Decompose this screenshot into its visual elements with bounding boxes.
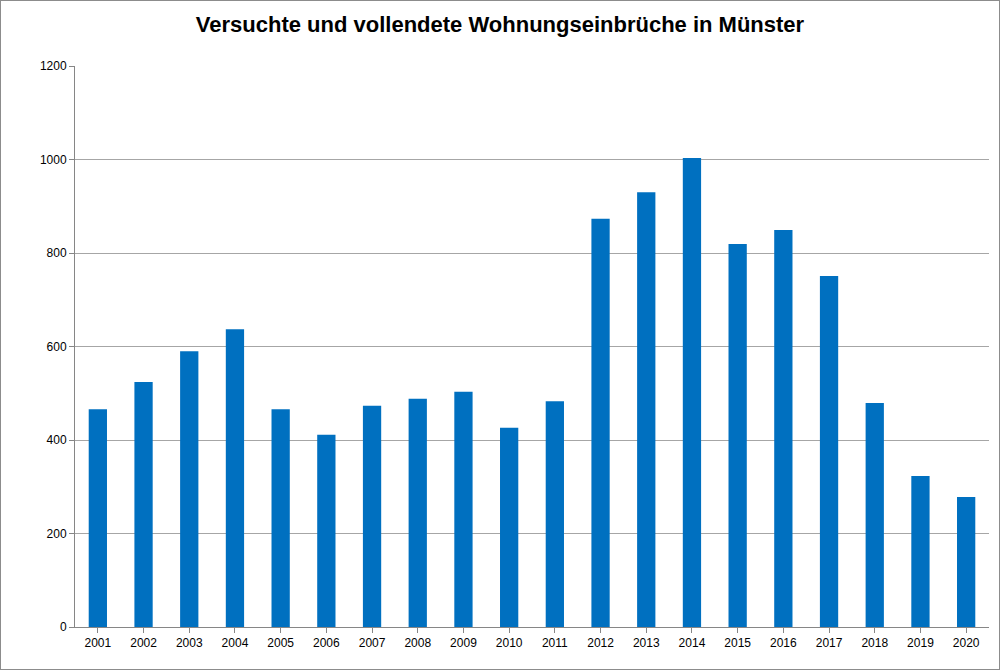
svg-text:2016: 2016: [770, 636, 797, 650]
svg-text:2012: 2012: [587, 636, 614, 650]
svg-text:800: 800: [47, 246, 67, 260]
svg-text:Versuchte und vollendete Wohnu: Versuchte und vollendete Wohnungseinbrüc…: [196, 12, 805, 37]
svg-text:400: 400: [47, 433, 67, 447]
svg-text:2018: 2018: [861, 636, 888, 650]
svg-text:2013: 2013: [633, 636, 660, 650]
svg-text:2005: 2005: [267, 636, 294, 650]
svg-text:2009: 2009: [450, 636, 477, 650]
svg-text:1000: 1000: [40, 153, 67, 167]
svg-text:600: 600: [47, 340, 67, 354]
svg-text:2014: 2014: [679, 636, 706, 650]
svg-text:2003: 2003: [176, 636, 203, 650]
svg-text:2011: 2011: [542, 636, 568, 650]
svg-text:2010: 2010: [496, 636, 523, 650]
svg-text:2006: 2006: [313, 636, 340, 650]
svg-text:2008: 2008: [404, 636, 431, 650]
svg-text:2015: 2015: [724, 636, 751, 650]
svg-text:1200: 1200: [40, 59, 67, 73]
svg-text:2002: 2002: [130, 636, 157, 650]
svg-text:2004: 2004: [222, 636, 249, 650]
svg-text:2001: 2001: [84, 636, 111, 650]
svg-text:2019: 2019: [907, 636, 934, 650]
svg-text:200: 200: [47, 527, 67, 541]
svg-text:2007: 2007: [359, 636, 386, 650]
svg-text:2020: 2020: [953, 636, 980, 650]
svg-text:0: 0: [60, 620, 67, 634]
svg-text:2017: 2017: [816, 636, 843, 650]
